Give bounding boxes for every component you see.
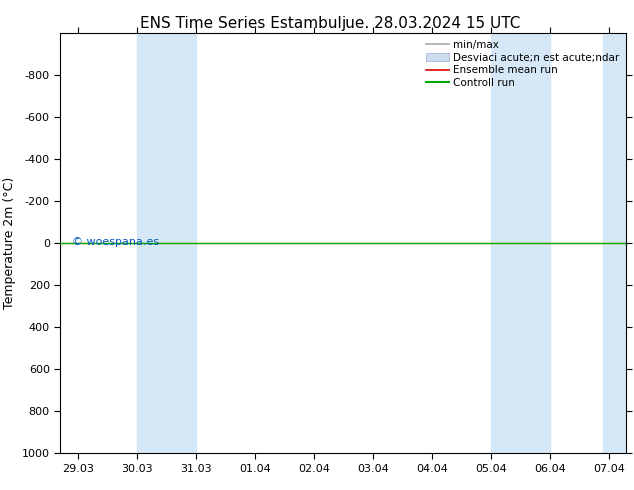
Bar <box>603 33 634 453</box>
Legend: min/max, Desviaci acute;n est acute;ndar, Ensemble mean run, Controll run: min/max, Desviaci acute;n est acute;ndar… <box>424 38 621 90</box>
Bar <box>137 33 196 453</box>
Bar <box>491 33 550 453</box>
Y-axis label: Temperature 2m (°C): Temperature 2m (°C) <box>3 177 16 309</box>
Text: jue. 28.03.2024 15 UTC: jue. 28.03.2024 15 UTC <box>342 16 521 31</box>
Text: © woespana.es: © woespana.es <box>72 237 158 247</box>
Text: ENS Time Series Estambul: ENS Time Series Estambul <box>140 16 342 31</box>
